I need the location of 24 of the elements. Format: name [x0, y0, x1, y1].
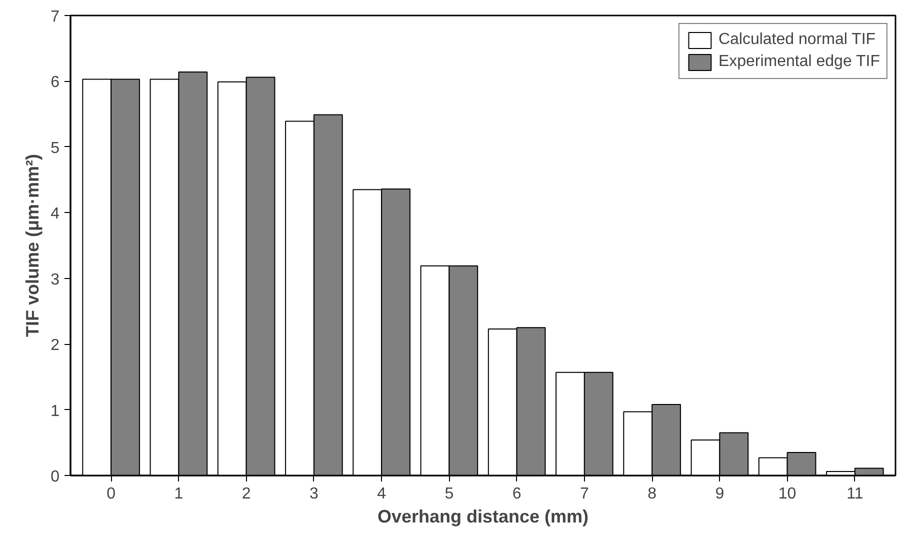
x-tick-label: 7 — [580, 486, 589, 502]
legend-label: Calculated normal TIF — [718, 31, 876, 49]
x-tick-label: 8 — [648, 486, 657, 502]
x-tick-label: 4 — [377, 486, 386, 502]
x-tick-label: 11 — [846, 486, 864, 502]
legend-label: Experimental edge TIF — [718, 53, 880, 71]
y-tick-label: 4 — [50, 206, 60, 223]
y-tick-label: 2 — [50, 337, 60, 354]
x-tick-label: 9 — [715, 486, 724, 502]
y-tick-label: 5 — [50, 140, 60, 157]
y-tick-label: 3 — [50, 271, 60, 288]
x-tick-label: 6 — [512, 486, 522, 502]
y-tick-label: 7 — [50, 8, 60, 26]
x-axis-title: Overhang distance (mm) — [377, 506, 589, 526]
x-tick-label: 1 — [174, 486, 184, 502]
x-tick-label: 10 — [778, 486, 796, 502]
y-axis-title: TIF volume (μm·mm²) — [22, 154, 43, 338]
y-tick-label: 6 — [50, 74, 60, 92]
x-tick-label: 0 — [106, 486, 116, 502]
y-tick-label: 0 — [50, 468, 60, 486]
x-tick-label: 5 — [444, 486, 454, 502]
y-tick-label: 1 — [50, 402, 60, 420]
x-tick-label: 2 — [242, 486, 251, 502]
x-tick-label: 3 — [309, 486, 318, 502]
